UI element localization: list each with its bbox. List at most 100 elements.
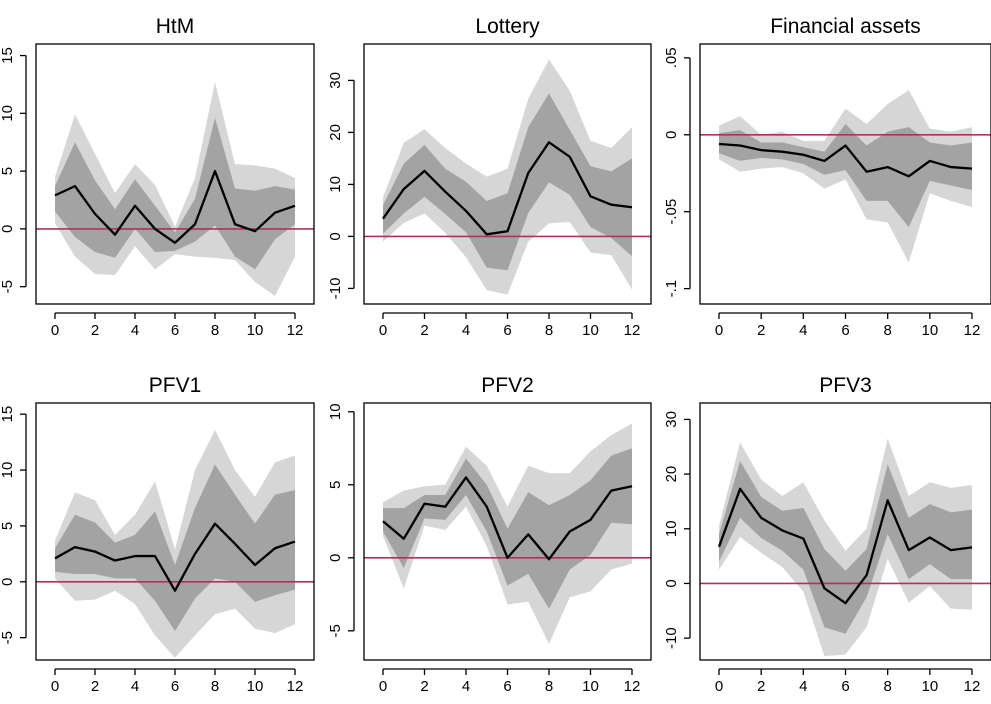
x-tick-label: 10 bbox=[247, 322, 264, 339]
x-tick-label: 2 bbox=[757, 678, 765, 695]
x-tick-label: 6 bbox=[841, 322, 849, 339]
x-tick-label: 6 bbox=[171, 322, 179, 339]
x-tick-label: 6 bbox=[503, 322, 511, 339]
y-tick-label: 15 bbox=[0, 406, 16, 423]
plot-frame bbox=[699, 402, 991, 661]
y-tick-label: -5 bbox=[0, 631, 16, 644]
y-tick-label: 30 bbox=[663, 411, 680, 428]
plot-frame bbox=[363, 43, 652, 305]
confidence-band-inner bbox=[55, 464, 295, 631]
y-tick-label: 10 bbox=[0, 462, 16, 479]
x-tick-label: 0 bbox=[379, 322, 387, 339]
plot-frame bbox=[699, 43, 991, 305]
impulse-response-line bbox=[382, 141, 633, 236]
y-tick-label: 10 bbox=[327, 176, 344, 193]
panel-title: PFV3 bbox=[819, 374, 872, 397]
y-tick-label: .05 bbox=[663, 47, 680, 68]
y-tick-label: 0 bbox=[327, 554, 344, 562]
confidence-band-inner bbox=[383, 448, 632, 609]
x-tick-label: 12 bbox=[964, 678, 981, 695]
x-tick-label: 0 bbox=[715, 678, 723, 695]
x-tick-label: 12 bbox=[624, 678, 641, 695]
plot-frame bbox=[363, 402, 652, 661]
x-tick-label: 8 bbox=[883, 678, 891, 695]
y-tick-label: 5 bbox=[0, 522, 16, 530]
x-tick-label: 0 bbox=[379, 678, 387, 695]
panel-6: PFV3 0 2 4 6 8 10 12 -10 0 10 20 30 bbox=[663, 374, 991, 695]
x-tick-label: 4 bbox=[462, 322, 470, 339]
y-tick-label: 20 bbox=[327, 124, 344, 141]
y-tick-label: 0 bbox=[327, 232, 344, 240]
x-tick-label: 2 bbox=[420, 678, 428, 695]
x-tick-label: 4 bbox=[462, 678, 470, 695]
x-tick-label: 0 bbox=[51, 678, 59, 695]
y-tick-label: 5 bbox=[327, 481, 344, 489]
panel-5: PFV2 0 2 4 6 8 10 12 -5 0 5 10 bbox=[327, 374, 652, 695]
y-tick-label: -5 bbox=[0, 280, 16, 293]
plot-frame bbox=[35, 402, 315, 661]
impulse-response-line bbox=[382, 476, 633, 561]
panel-title: PFV2 bbox=[481, 374, 534, 397]
panel-4: PFV1 0 2 4 6 8 10 12 -5 0 5 10 15 bbox=[0, 374, 315, 695]
panel-title: HtM bbox=[156, 15, 195, 38]
y-tick-label: 30 bbox=[327, 72, 344, 89]
x-tick-label: 12 bbox=[964, 322, 981, 339]
x-tick-label: 6 bbox=[841, 678, 849, 695]
panel-title: Lottery bbox=[475, 15, 540, 38]
y-tick-label: 15 bbox=[0, 47, 16, 64]
x-tick-label: 4 bbox=[799, 678, 807, 695]
x-tick-label: 4 bbox=[131, 678, 139, 695]
panel-2: Lottery 0 2 4 6 8 10 12 -10 0 10 20 30 bbox=[327, 15, 652, 339]
x-tick-label: 10 bbox=[247, 678, 264, 695]
y-tick-label: -5 bbox=[327, 624, 344, 637]
x-tick-label: 8 bbox=[883, 322, 891, 339]
y-tick-label: 10 bbox=[327, 403, 344, 420]
impulse-response-line bbox=[54, 522, 296, 592]
x-tick-label: 12 bbox=[287, 678, 304, 695]
y-tick-label: -.1 bbox=[663, 280, 680, 298]
confidence-band-inner bbox=[719, 460, 972, 634]
x-tick-label: 0 bbox=[51, 322, 59, 339]
y-tick-label: 5 bbox=[0, 167, 16, 175]
plot-frame bbox=[35, 43, 315, 305]
y-tick-label: -10 bbox=[327, 278, 344, 300]
y-tick-label: 0 bbox=[663, 131, 680, 139]
x-tick-label: 2 bbox=[757, 322, 765, 339]
y-tick-label: -10 bbox=[663, 627, 680, 649]
confidence-band-outer bbox=[383, 59, 632, 295]
y-tick-label: 0 bbox=[663, 579, 680, 587]
x-tick-label: 6 bbox=[503, 678, 511, 695]
y-tick-label: 0 bbox=[0, 225, 16, 233]
confidence-band-inner bbox=[719, 124, 972, 228]
x-tick-label: 8 bbox=[545, 322, 553, 339]
x-tick-label: 4 bbox=[799, 322, 807, 339]
x-tick-label: 2 bbox=[91, 322, 99, 339]
panel-title: Financial assets bbox=[770, 15, 921, 38]
x-tick-label: 12 bbox=[287, 322, 304, 339]
confidence-band-outer bbox=[55, 429, 295, 658]
x-tick-label: 10 bbox=[582, 678, 599, 695]
impulse-response-line bbox=[717, 487, 973, 605]
panel-3: Financial assets 0 2 4 6 8 10 12 -.1 -.05 0 .05 bbox=[663, 15, 991, 339]
y-tick-label: 0 bbox=[0, 578, 16, 586]
y-tick-label: 20 bbox=[663, 466, 680, 483]
x-tick-label: 0 bbox=[715, 322, 723, 339]
y-tick-label: 10 bbox=[663, 520, 680, 537]
x-tick-label: 8 bbox=[211, 322, 219, 339]
panel-1: HtM 0 2 4 6 8 10 12 -5 0 5 10 15 bbox=[0, 15, 315, 339]
x-tick-label: 10 bbox=[921, 322, 938, 339]
x-tick-label: 8 bbox=[211, 678, 219, 695]
x-tick-label: 2 bbox=[91, 678, 99, 695]
confidence-band-inner bbox=[55, 117, 295, 270]
x-tick-label: 4 bbox=[131, 322, 139, 339]
x-tick-label: 10 bbox=[582, 322, 599, 339]
x-tick-label: 2 bbox=[420, 322, 428, 339]
impulse-response-line bbox=[718, 142, 973, 178]
x-tick-label: 6 bbox=[171, 678, 179, 695]
confidence-band-inner bbox=[383, 93, 632, 271]
x-tick-label: 8 bbox=[545, 678, 553, 695]
panel-title: PFV1 bbox=[149, 374, 202, 397]
x-tick-label: 10 bbox=[921, 678, 938, 695]
y-tick-label: -.05 bbox=[663, 199, 680, 225]
